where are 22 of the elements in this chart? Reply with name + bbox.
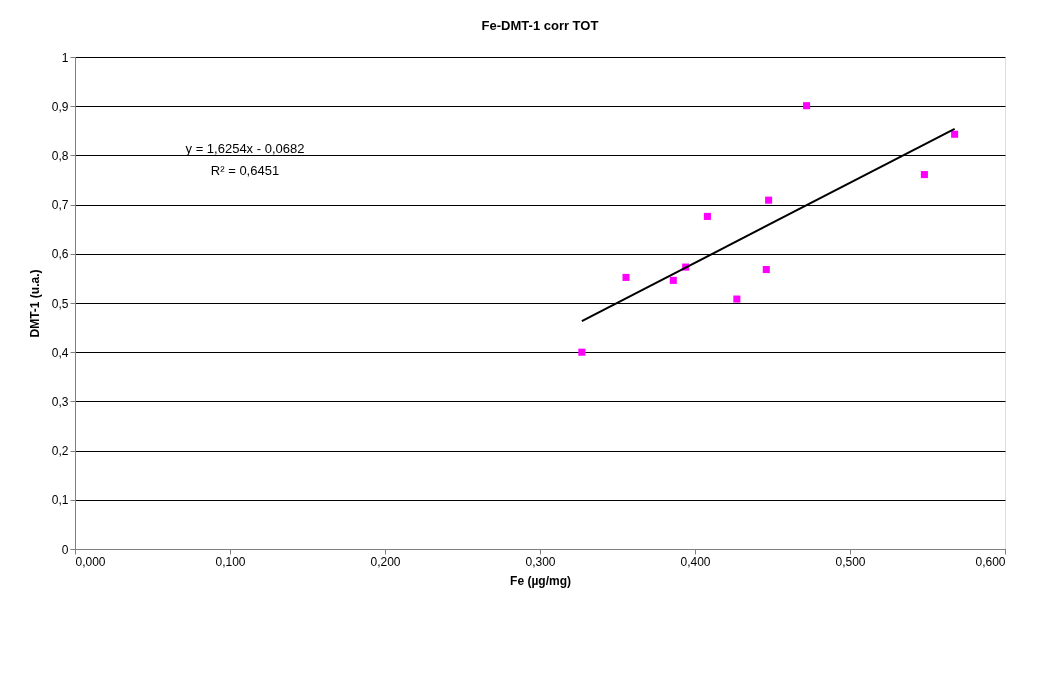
x-tick-label: 0,500: [835, 554, 866, 569]
y-tick-label: 0,5: [51, 296, 69, 311]
x-tick-label: 0,200: [370, 554, 401, 569]
y-tick-label: 0,7: [51, 198, 69, 213]
y-tick-label: 0: [61, 542, 69, 557]
x-tick-label: 0,400: [680, 554, 711, 569]
y-tick-label: 0,4: [51, 345, 69, 360]
x-tick-label: 0,600: [975, 554, 1006, 569]
x-tick-label: 0,100: [215, 554, 246, 569]
chart-title: Fe-DMT-1 corr TOT: [481, 18, 599, 33]
y-tick-label: 1: [61, 50, 69, 65]
x-tick-label: 0,300: [525, 554, 556, 569]
annotation: R² = 0,6451: [210, 163, 280, 178]
y-tick-label: 0,2: [51, 444, 69, 459]
x-tick-label: 0,000: [75, 554, 106, 569]
y-axis-title: DMT-1 (u.a.): [27, 269, 42, 338]
y-tick-label: 0,3: [51, 394, 69, 409]
y-tick-label: 0,8: [51, 148, 69, 163]
y-tick-label: 0,1: [51, 493, 69, 508]
x-axis-title: Fe (µg/mg): [510, 573, 571, 588]
y-tick-label: 0,9: [51, 99, 69, 114]
y-tick-label: 0,6: [51, 247, 69, 262]
